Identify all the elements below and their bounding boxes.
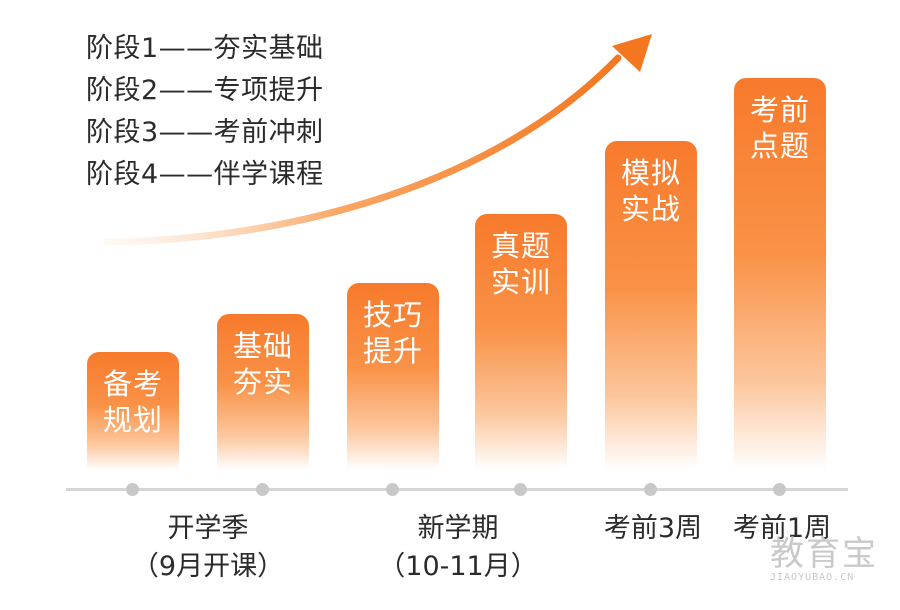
stage-item-1: 阶段1——夯实基础 [86, 33, 324, 64]
stage-item-3: 阶段3——考前冲刺 [86, 117, 324, 148]
bar-label: 备考 规划 [87, 366, 179, 438]
bar-label-line1: 考前 [749, 93, 810, 127]
timeline-label-line1: 新学期 [417, 513, 499, 544]
timeline-dot [644, 483, 657, 496]
timeline-label-1-week: 考前1周 [712, 510, 852, 548]
bar-final-tips: 考前 点题 [734, 78, 826, 470]
watermark-url: JIAOYUBAO.CN [770, 572, 855, 583]
bar-label-line1: 基础 [232, 329, 293, 363]
bar-label-line2: 夯实 [232, 365, 293, 399]
timeline-label-line1: 考前1周 [732, 513, 832, 544]
timeline-dot [126, 483, 139, 496]
timeline-label-3-weeks: 考前3周 [583, 510, 723, 548]
stage-item-4: 阶段4——伴学课程 [86, 159, 324, 190]
bar-foundation: 基础 夯实 [217, 314, 309, 470]
timeline-label-line2: （10-11月） [378, 551, 538, 582]
bar-past-papers: 真题 实训 [475, 214, 567, 470]
stage-list: 阶段1——夯实基础 阶段2——专项提升 阶段3——考前冲刺 阶段4——伴学课程 [86, 28, 324, 196]
bar-label: 考前 点题 [734, 92, 826, 164]
timeline-dot [773, 483, 786, 496]
bar-label: 基础 夯实 [217, 328, 309, 400]
timeline-label-new-term: 新学期 （10-11月） [358, 510, 558, 586]
bar-label-line1: 备考 [102, 367, 163, 401]
bar-label-line2: 规划 [102, 403, 163, 437]
timeline-axis [66, 488, 848, 491]
bar-label-line2: 实训 [490, 265, 551, 299]
bar-label-line1: 技巧 [362, 298, 423, 332]
timeline-dot [256, 483, 269, 496]
timeline-label-line1: 考前3周 [603, 513, 703, 544]
bar-mock-exam: 模拟 实战 [605, 141, 697, 470]
bar-label: 真题 实训 [475, 228, 567, 300]
watermark-logo: 教育宝 JIAOYUBAO.CN [770, 536, 878, 583]
timeline-label-line1: 开学季 [167, 513, 249, 544]
bar-label: 技巧 提升 [347, 297, 439, 369]
bar-skills: 技巧 提升 [347, 283, 439, 470]
timeline-label-line2: （9月开课） [131, 551, 285, 582]
timeline-dot [386, 483, 399, 496]
bar-label-line2: 提升 [362, 334, 423, 368]
bar-label-line2: 实战 [620, 192, 681, 226]
bar-label-line1: 模拟 [620, 156, 681, 190]
stage-item-2: 阶段2——专项提升 [86, 75, 324, 106]
timeline-label-school-start: 开学季 （9月开课） [108, 510, 308, 586]
bar-label: 模拟 实战 [605, 155, 697, 227]
bar-label-line2: 点题 [749, 129, 810, 163]
bar-label-line1: 真题 [490, 229, 551, 263]
bar-prep-planning: 备考 规划 [87, 352, 179, 470]
watermark-text: 教育宝 [770, 534, 878, 574]
timeline-dot [514, 483, 527, 496]
